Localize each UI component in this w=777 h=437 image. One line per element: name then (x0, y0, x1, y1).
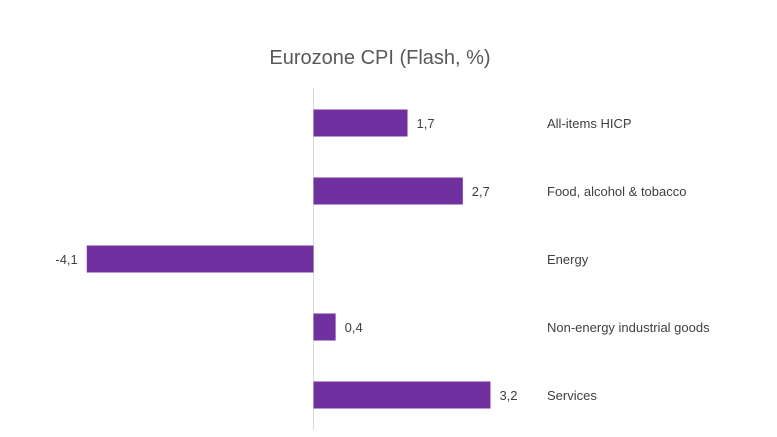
category-label: Non-energy industrial goods (547, 320, 710, 335)
category-label: Food, alcohol & tobacco (547, 184, 686, 199)
category-label: All-items HICP (547, 116, 632, 131)
data-label: 3,2 (499, 388, 517, 403)
data-label: 0,4 (345, 320, 363, 335)
data-label: -4,1 (55, 252, 77, 267)
bar (86, 245, 314, 273)
bar (313, 177, 463, 205)
bar (313, 381, 491, 409)
category-label: Services (547, 388, 597, 403)
bar (313, 109, 408, 137)
category-label: Energy (547, 252, 589, 267)
data-label: 1,7 (417, 116, 435, 131)
bar (313, 313, 336, 341)
data-label: 2,7 (472, 184, 490, 199)
chart-title: Eurozone CPI (Flash, %) (269, 47, 490, 69)
